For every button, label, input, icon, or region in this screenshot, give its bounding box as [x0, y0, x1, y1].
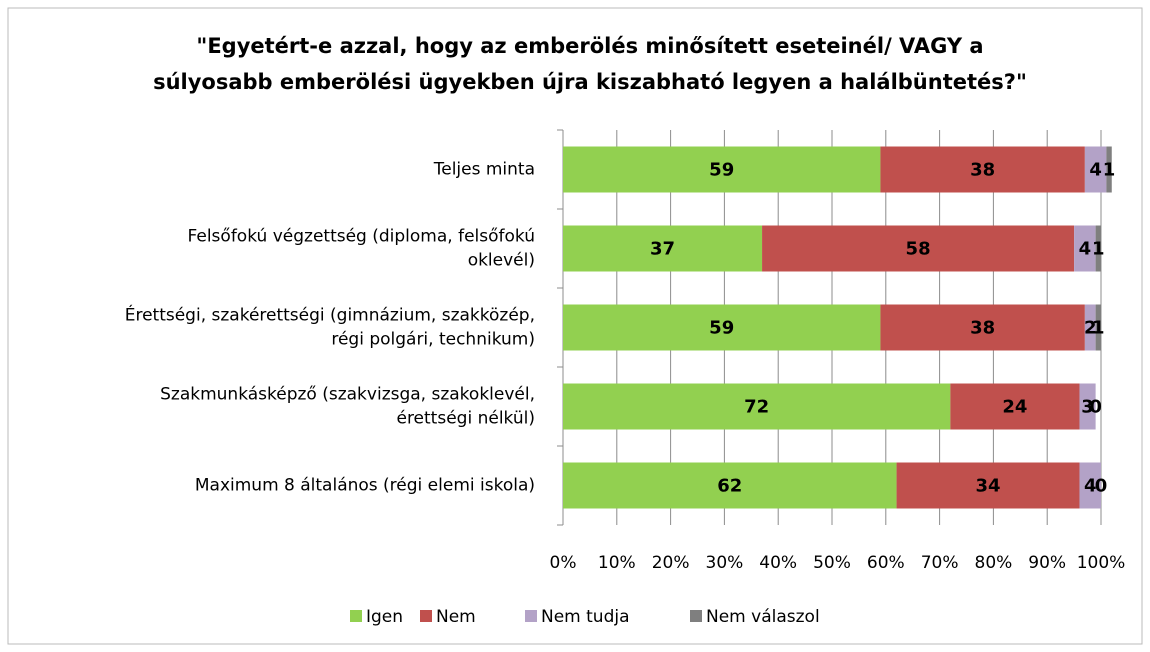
x-tick-label: 50% [813, 553, 851, 573]
x-tick-label: 30% [706, 553, 744, 573]
bar-segment [1095, 225, 1101, 272]
x-tick-label: 80% [975, 553, 1013, 573]
y-tick-label-line: oklevél) [468, 251, 535, 271]
bar-segment [1095, 304, 1101, 351]
legend-swatch [690, 610, 702, 622]
bar-segment [1084, 146, 1107, 193]
chart-title: súlyosabb emberölési ügyekben újra kisza… [153, 70, 1027, 94]
legend-swatch [525, 610, 537, 622]
data-label: 4 [1084, 476, 1097, 497]
data-label: 0 [1095, 476, 1108, 497]
bar-segment [563, 462, 897, 509]
bar-segment [1074, 225, 1096, 272]
y-tick-label-line: Szakmunkásképző (szakvizsga, szakoklevél… [160, 385, 535, 405]
bar-segment [880, 146, 1085, 193]
legend-label: Nem tudja [541, 607, 630, 627]
data-label: 1 [1092, 318, 1105, 339]
data-label: 1 [1103, 160, 1116, 181]
y-tick-label: Maximum 8 általános (régi elemi iskola) [195, 476, 535, 496]
x-tick-label: 90% [1028, 553, 1066, 573]
bar-segment [563, 304, 881, 351]
y-tick-label-line: régi polgári, technikum) [331, 330, 535, 350]
x-tick-label: 0% [550, 553, 577, 573]
data-label: 38 [970, 318, 995, 339]
data-label: 38 [970, 160, 995, 181]
x-tick-label: 10% [598, 553, 636, 573]
x-tick-label: 40% [759, 553, 797, 573]
data-label: 37 [650, 239, 675, 260]
y-tick-label-line: Felsőfokú végzettség (diploma, felsőfokú [188, 227, 535, 247]
bar-segment [950, 383, 1080, 430]
data-label: 62 [717, 476, 742, 497]
data-label: 4 [1079, 239, 1092, 260]
chart-title: "Egyetért-e azzal, hogy az emberölés min… [196, 34, 983, 58]
data-label: 24 [1002, 397, 1027, 418]
bar-segment [880, 304, 1085, 351]
data-label: 72 [744, 397, 769, 418]
legend-label: Nem [436, 607, 476, 627]
y-tick-label-line: Teljes minta [433, 160, 535, 180]
bar-segment [1106, 146, 1112, 193]
legend-label: Igen [366, 607, 403, 627]
data-label: 3 [1081, 397, 1094, 418]
data-label: 0 [1089, 397, 1102, 418]
bar-segment [762, 225, 1075, 272]
y-tick-label: Felsőfokú végzettség (diploma, felsőfokú… [188, 227, 535, 271]
bar-segment [563, 146, 881, 193]
data-label: 1 [1092, 239, 1105, 260]
legend-label: Nem válaszol [706, 607, 820, 627]
y-tick-label-line: Maximum 8 általános (régi elemi iskola) [195, 476, 535, 496]
y-tick-label: Szakmunkásképző (szakvizsga, szakoklevél… [160, 385, 535, 429]
x-tick-label: 70% [921, 553, 959, 573]
y-tick-label-line: Érettségi, szakérettségi (gimnázium, sza… [125, 304, 535, 326]
data-label: 58 [906, 239, 931, 260]
bar-segment [1079, 462, 1101, 509]
x-tick-label: 100% [1077, 553, 1126, 573]
x-tick-label: 60% [867, 553, 905, 573]
y-tick-label: Teljes minta [433, 160, 535, 180]
data-label: 34 [975, 476, 1000, 497]
x-tick-label: 20% [652, 553, 690, 573]
bar-segment [563, 225, 763, 272]
data-label: 59 [709, 160, 734, 181]
bar-segment [563, 383, 951, 430]
bar-segment [1084, 304, 1096, 351]
legend-swatch [420, 610, 432, 622]
legend-swatch [350, 610, 362, 622]
data-label: 59 [709, 318, 734, 339]
data-label: 4 [1089, 160, 1102, 181]
bar-segment [1079, 383, 1096, 430]
data-label: 2 [1084, 318, 1097, 339]
y-tick-label-line: érettségi nélkül) [396, 409, 535, 429]
bar-segment [896, 462, 1080, 509]
y-tick-label: Érettségi, szakérettségi (gimnázium, sza… [125, 304, 535, 350]
